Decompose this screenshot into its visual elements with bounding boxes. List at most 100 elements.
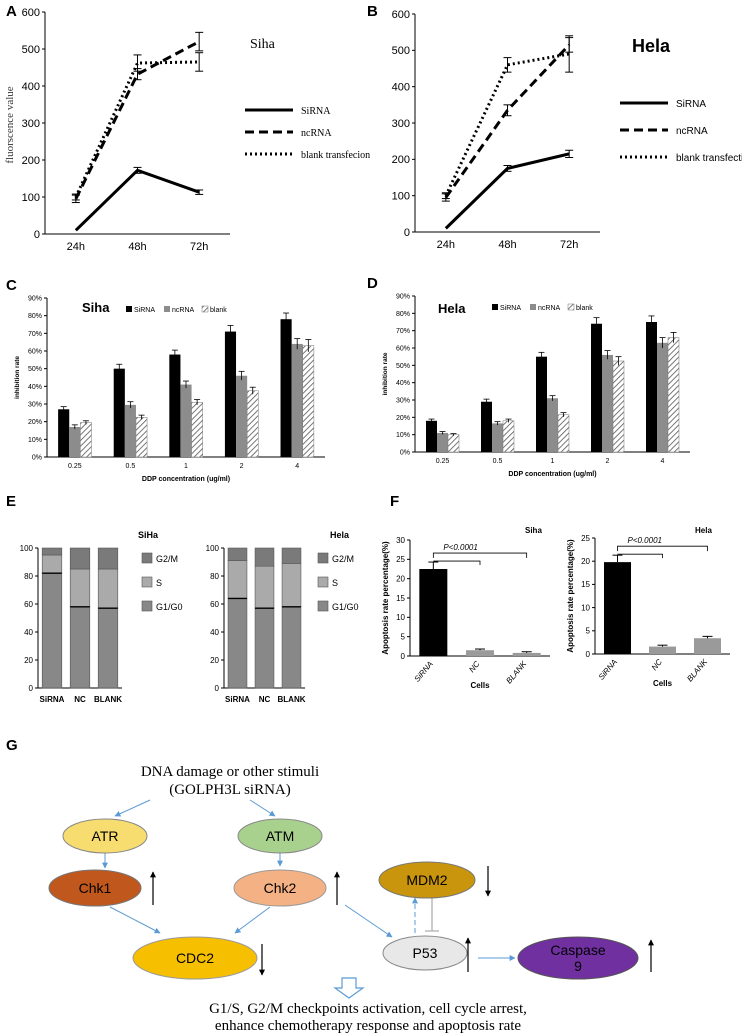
chart-b-ytick-label: 0: [404, 227, 410, 239]
chart-f-siha-ytick-label: 0: [401, 652, 406, 661]
chart-f-siha-ytick-label: 30: [396, 536, 405, 545]
chart-e-siha-segment: [97, 547, 119, 570]
chart-d-ytick-label: 40%: [396, 380, 410, 387]
chart-f-hela-sig-bracket: [617, 545, 708, 552]
chart-e-hela-xtick-label: SiRNA: [225, 695, 250, 704]
chart-e-siha-segment: [97, 568, 119, 609]
chart-f-hela-xtick-label: SiRNA: [597, 658, 619, 682]
chart-e-hela-ytick-label: 20: [210, 656, 219, 665]
chart-d-bar: [591, 323, 602, 452]
chart-e-hela-segment: [281, 547, 302, 564]
chart-e-hela-legend-label: S: [332, 578, 338, 588]
chart-e-siha-legend-swatch: [141, 600, 153, 612]
arrow-chk2-cdc2: [234, 906, 271, 934]
chart-f-siha-ytick-label: 25: [396, 555, 405, 564]
chart-e-hela-legend-label: G2/M: [332, 554, 354, 564]
chart-d-ytick-label: 90%: [396, 293, 410, 300]
chart-c-ytick-label: 10%: [28, 437, 42, 444]
chart-d-bar: [612, 360, 625, 453]
chart-d-bar: [667, 337, 680, 453]
chart-f-siha-xtick-label: NC: [467, 659, 481, 674]
chart-d-bar: [426, 420, 437, 452]
chart-c-ytick-label: 20%: [28, 419, 42, 426]
chart-e-hela-ytick-label: 0: [215, 684, 220, 693]
chart-e-hela-segment: [227, 560, 248, 599]
chart-f-hela-ytick-label: 20: [581, 557, 590, 566]
chart-a-xtick-label: 72h: [190, 241, 208, 253]
outcome-text-line1: G1/S, G2/M checkpoints activation, cell …: [209, 1001, 527, 1017]
chart-e-hela-legend-label: G1/G0: [332, 602, 359, 612]
chart-f-hela-ytick-label: 15: [581, 580, 590, 589]
chart-e-hela-segment: [227, 547, 248, 561]
chart-a-legend-label: ncRNA: [301, 128, 332, 139]
node-p53: [382, 935, 468, 971]
chart-e-siha-legend-label: G1/G0: [156, 602, 183, 612]
chart-d-ytick-label: 0%: [400, 449, 410, 456]
chart-e-hela-ytick-label: 40: [210, 628, 219, 637]
node-p53-label: P53: [413, 945, 438, 961]
chart-d-ytick-label: 50%: [396, 363, 410, 370]
chart-b-ytick-label: 100: [392, 191, 410, 203]
panel-label-e: E: [6, 493, 16, 510]
chart-f-siha-xtick-label: BLANK: [504, 659, 528, 685]
chart-c-xtick-label: 2: [240, 463, 244, 470]
arrow-stimulus-atm: [249, 799, 276, 817]
chart-c-legend-swatch: [201, 305, 209, 313]
chart-c-xtick-label: 0.5: [126, 463, 136, 470]
chart-f-siha-sig-bracket: [432, 552, 528, 559]
chart-a-series-line: [74, 60, 200, 198]
chart-c-ytick-label: 90%: [28, 295, 42, 302]
chart-c-ytick-label: 60%: [28, 348, 42, 355]
chart-d-bar: [447, 434, 460, 453]
chart-e-hela-ytick-label: 100: [206, 544, 220, 553]
chart-f-siha-bar: [419, 569, 448, 656]
node-chk1-label: Chk1: [79, 880, 112, 896]
node-chk1: [48, 869, 142, 907]
chart-d-bar: [646, 322, 657, 452]
chart-b-title: Hela: [632, 36, 671, 56]
chart-e-hela-segment: [254, 547, 275, 567]
chart-c-ytick-label: 70%: [28, 331, 42, 338]
chart-d-xtick-label: 2: [606, 458, 610, 465]
chart-e-hela-ytick-label: 80: [210, 572, 219, 581]
outcome-text-line2: enhance chemotherapy response and apopto…: [215, 1018, 521, 1034]
chart-f-siha-p-value: P<0.0001: [443, 543, 477, 552]
stimulus-text-line2: (GOLPH3L siRNA): [169, 782, 291, 798]
chart-e-siha-legend-swatch: [141, 576, 153, 588]
chart-d-legend-label: ncRNA: [538, 305, 561, 312]
chart-d-bar: [602, 354, 613, 452]
arrow-chk2-p53: [344, 904, 393, 938]
chart-d-ylabel: inhibition rate: [382, 352, 389, 395]
panel-label-g: G: [6, 737, 18, 754]
chart-e-siha-legend-label: S: [156, 578, 162, 588]
chart-d-xtick-label: 0.5: [493, 458, 503, 465]
chart-f-hela-ytick-label: 0: [586, 650, 591, 659]
chart-d-ytick-label: 10%: [396, 432, 410, 439]
chart-d-title: Hela: [438, 301, 466, 316]
chart-c-legend-label: ncRNA: [172, 307, 195, 314]
outcome-arrow-icon: [333, 977, 365, 999]
chart-e-hela-segment: [227, 598, 248, 689]
chart-c-bar: [291, 343, 303, 457]
chart-b-ytick-label: 400: [392, 82, 410, 94]
chart-c-legend-swatch: [126, 306, 132, 312]
stimulus-text-line1: DNA damage or other stimuli: [141, 764, 319, 780]
chart-f-hela-p-value: P<0.0001: [628, 536, 662, 545]
chart-d-bar: [437, 432, 448, 452]
chart-f-siha-bar: [466, 650, 494, 656]
panel-label-c: C: [6, 277, 17, 294]
chart-f-siha-ytick-label: 20: [396, 574, 405, 583]
chart-a-xtick-label: 48h: [128, 241, 146, 253]
chart-b-xtick-label: 72h: [560, 239, 578, 251]
chart-c-ylabel: inhibition rate: [14, 356, 21, 399]
chart-d-ytick-label: 80%: [396, 311, 410, 318]
chart-d-ytick-label: 30%: [396, 397, 410, 404]
chart-d-legend-label: SiRNA: [500, 305, 521, 312]
chart-f-siha-sig-bracket-inner: [433, 560, 481, 566]
chart-c-bar: [191, 401, 203, 458]
chart-c-bar: [224, 331, 237, 457]
chart-a-series-line: [74, 40, 200, 200]
node-mdm2: [378, 861, 476, 899]
chart-d-bar: [657, 342, 668, 452]
chart-c-bar: [135, 417, 148, 458]
